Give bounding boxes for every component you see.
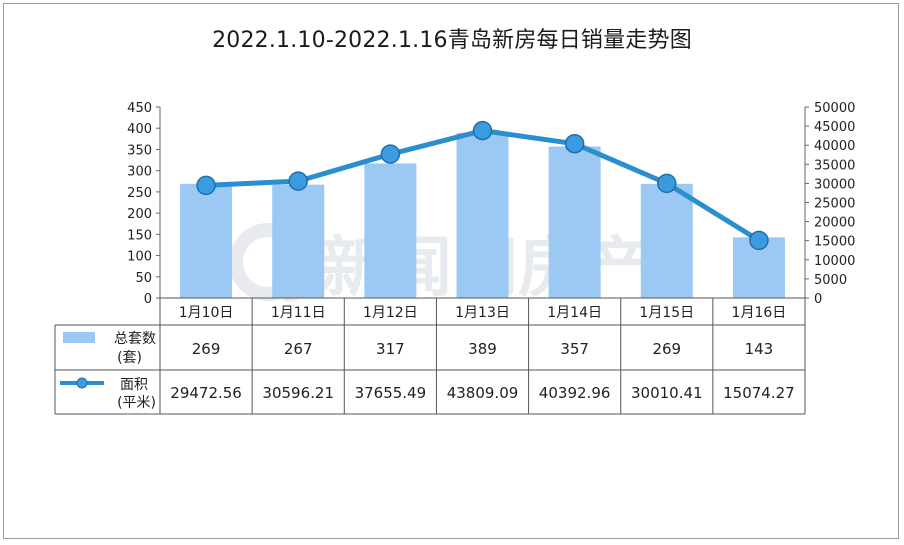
bar xyxy=(456,132,509,298)
chart-title: 2022.1.10-2022.1.16青岛新房每日销量走势图 xyxy=(212,28,692,53)
x-tick-label: 1月11日 xyxy=(271,305,326,321)
y-right-tick-label: 15000 xyxy=(814,235,855,250)
y-right-tick-label: 35000 xyxy=(814,158,855,173)
table-cell-line: 37655.49 xyxy=(355,384,427,402)
y-right-tick-label: 5000 xyxy=(814,273,847,288)
table-cell-line: 15074.27 xyxy=(723,384,795,402)
y-left-tick-label: 150 xyxy=(127,228,152,243)
y-right-tick-label: 30000 xyxy=(814,177,855,192)
line-point xyxy=(564,133,585,154)
y-left-tick-label: 0 xyxy=(144,292,152,307)
table-cell-line: 30010.41 xyxy=(631,384,703,402)
y-right-tick-label: 10000 xyxy=(814,254,855,269)
table-cell-line: 43809.09 xyxy=(447,384,519,402)
line-point xyxy=(288,171,308,191)
y-left-tick-label: 100 xyxy=(127,250,152,265)
bar xyxy=(640,183,693,298)
y-right-tick-label: 45000 xyxy=(814,120,855,135)
y-left-tick-label: 300 xyxy=(127,165,152,180)
table-cell-bars: 357 xyxy=(560,340,589,358)
line-point xyxy=(380,144,401,164)
bar xyxy=(272,184,325,298)
y-right-tick-label: 25000 xyxy=(814,197,855,212)
table-cell-line: 40392.96 xyxy=(539,384,611,402)
table-cell-bars: 317 xyxy=(376,340,405,358)
y-left-tick-label: 450 xyxy=(127,101,152,116)
legend-label-line-unit: (平米) xyxy=(117,395,156,411)
bar xyxy=(548,146,601,298)
legend-key-bars xyxy=(63,332,95,343)
table-cell-bars: 389 xyxy=(468,340,497,358)
x-tick-label: 1月15日 xyxy=(639,305,694,321)
x-tick-label: 1月14日 xyxy=(547,305,602,321)
legend-key-line-point xyxy=(76,377,88,389)
line-point xyxy=(472,120,493,141)
x-tick-label: 1月12日 xyxy=(363,305,418,321)
x-tick-label: 1月13日 xyxy=(455,305,510,321)
legend-label-bars-unit: (套) xyxy=(117,350,142,366)
y-right-tick-label: 50000 xyxy=(814,101,855,116)
x-tick-label: 1月16日 xyxy=(732,305,787,321)
legend-label-line: 面积 xyxy=(120,377,148,393)
bar xyxy=(364,163,417,298)
y-left-tick-label: 50 xyxy=(135,271,152,286)
y-left-tick-label: 200 xyxy=(127,207,152,222)
x-tick-label: 1月10日 xyxy=(179,305,234,321)
table-cell-bars: 269 xyxy=(652,340,681,358)
y-right-tick-label: 40000 xyxy=(814,139,855,154)
table-cell-line: 30596.21 xyxy=(262,384,334,402)
table-cell-bars: 269 xyxy=(192,340,221,358)
table-cell-line: 29472.56 xyxy=(170,384,242,402)
line-point xyxy=(749,230,769,251)
bar xyxy=(180,183,233,298)
table-cell-bars: 143 xyxy=(745,340,774,358)
y-right-tick-label: 0 xyxy=(814,292,822,307)
legend-label-bars: 总套数 xyxy=(114,331,156,347)
y-right-tick-label: 20000 xyxy=(814,216,855,231)
y-left-tick-label: 350 xyxy=(127,143,152,158)
y-left-tick-label: 250 xyxy=(127,186,152,201)
line-point xyxy=(657,173,677,194)
y-left-tick-label: 400 xyxy=(127,122,152,137)
table-cell-bars: 267 xyxy=(284,340,313,358)
line-point xyxy=(196,175,216,196)
